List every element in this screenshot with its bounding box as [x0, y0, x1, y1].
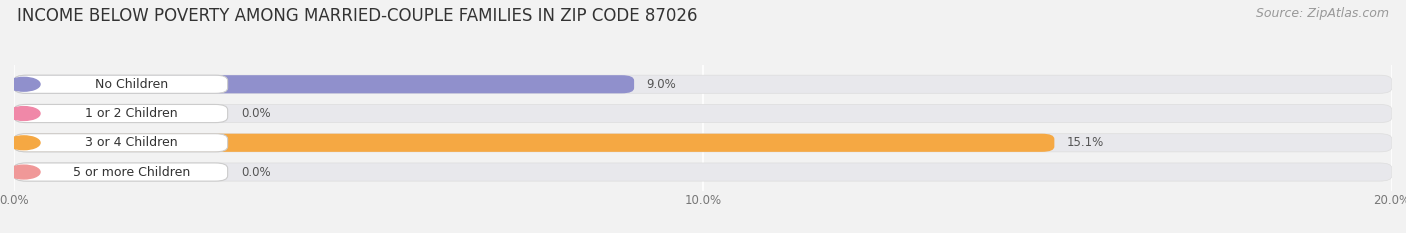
- FancyBboxPatch shape: [14, 134, 228, 152]
- FancyBboxPatch shape: [14, 163, 228, 181]
- Text: INCOME BELOW POVERTY AMONG MARRIED-COUPLE FAMILIES IN ZIP CODE 87026: INCOME BELOW POVERTY AMONG MARRIED-COUPL…: [17, 7, 697, 25]
- Circle shape: [7, 77, 39, 91]
- FancyBboxPatch shape: [14, 134, 1392, 152]
- Circle shape: [7, 165, 39, 179]
- Circle shape: [7, 136, 39, 150]
- Text: 5 or more Children: 5 or more Children: [73, 165, 190, 178]
- FancyBboxPatch shape: [14, 134, 1054, 152]
- FancyBboxPatch shape: [14, 75, 634, 93]
- FancyBboxPatch shape: [14, 104, 1392, 123]
- FancyBboxPatch shape: [14, 75, 1392, 93]
- Text: Source: ZipAtlas.com: Source: ZipAtlas.com: [1256, 7, 1389, 20]
- Text: 0.0%: 0.0%: [242, 107, 271, 120]
- Text: 15.1%: 15.1%: [1067, 136, 1104, 149]
- Circle shape: [7, 107, 39, 120]
- FancyBboxPatch shape: [14, 104, 228, 123]
- Text: 9.0%: 9.0%: [647, 78, 676, 91]
- Text: No Children: No Children: [96, 78, 169, 91]
- Text: 1 or 2 Children: 1 or 2 Children: [86, 107, 177, 120]
- FancyBboxPatch shape: [14, 75, 228, 93]
- FancyBboxPatch shape: [14, 163, 1392, 181]
- Text: 0.0%: 0.0%: [242, 165, 271, 178]
- Text: 3 or 4 Children: 3 or 4 Children: [86, 136, 177, 149]
